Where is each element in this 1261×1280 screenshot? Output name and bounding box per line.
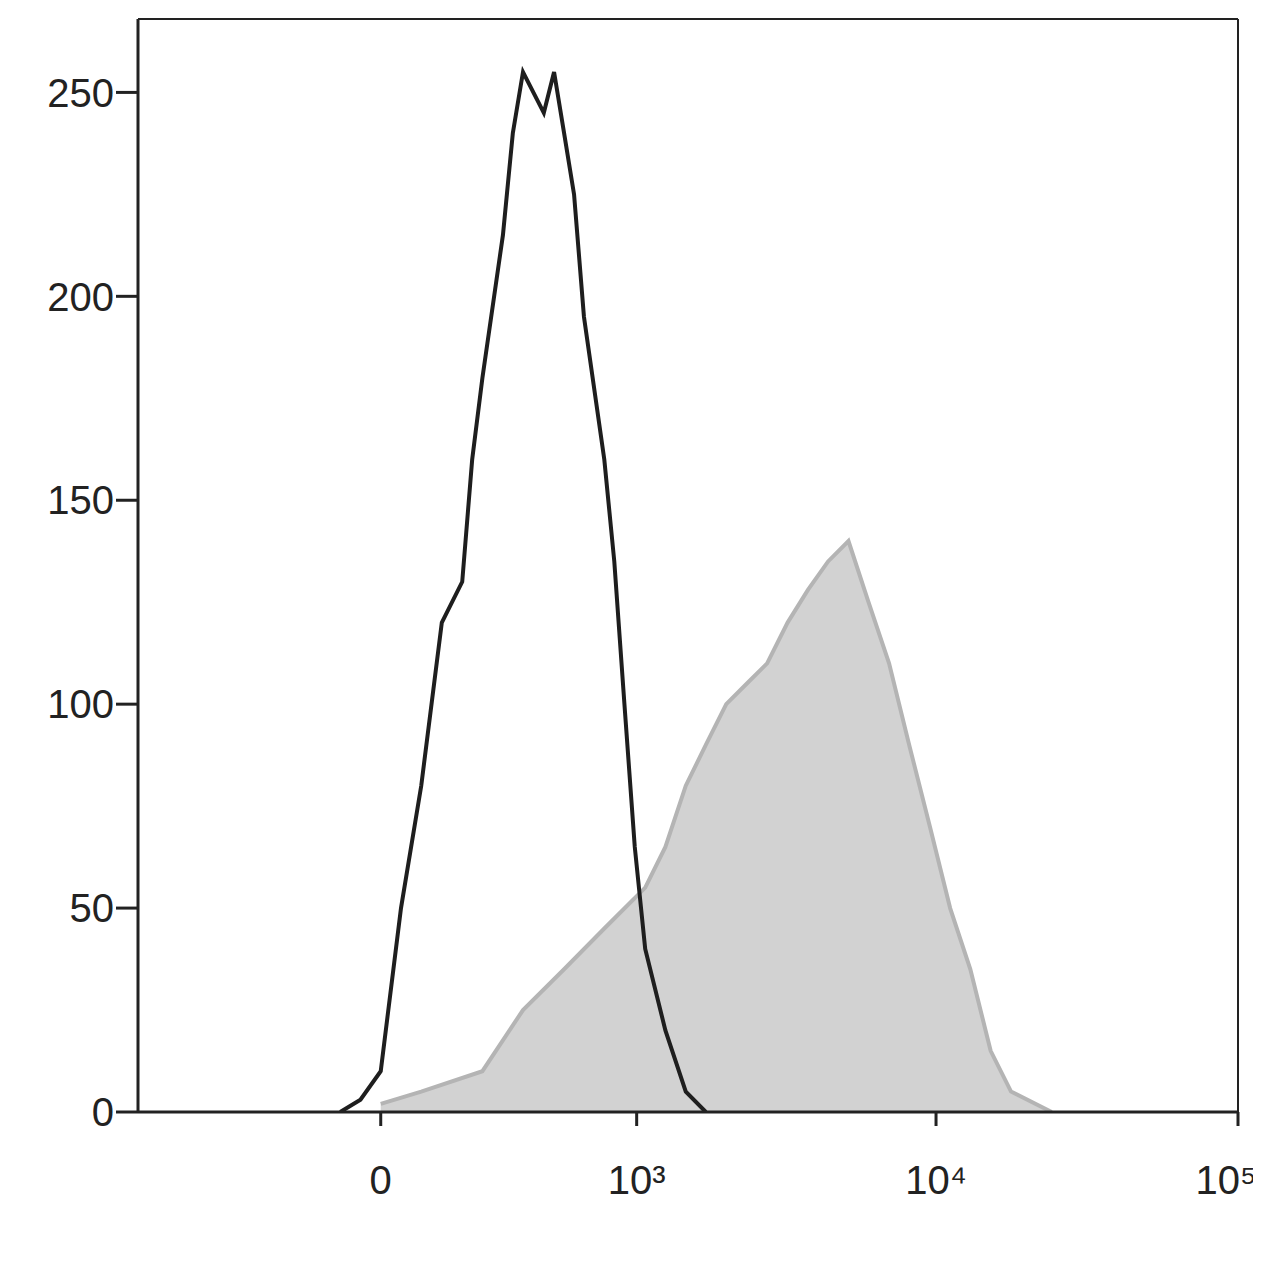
svg-text:10⁵: 10⁵ xyxy=(1195,1158,1253,1202)
svg-text:250: 250 xyxy=(47,71,114,115)
svg-text:10³: 10³ xyxy=(608,1158,666,1202)
svg-text:100: 100 xyxy=(47,682,114,726)
svg-text:0: 0 xyxy=(370,1158,392,1202)
svg-text:150: 150 xyxy=(47,478,114,522)
svg-text:50: 50 xyxy=(70,886,115,930)
svg-text:0: 0 xyxy=(92,1090,114,1134)
svg-text:200: 200 xyxy=(47,275,114,319)
svg-text:10⁴: 10⁴ xyxy=(905,1158,967,1202)
